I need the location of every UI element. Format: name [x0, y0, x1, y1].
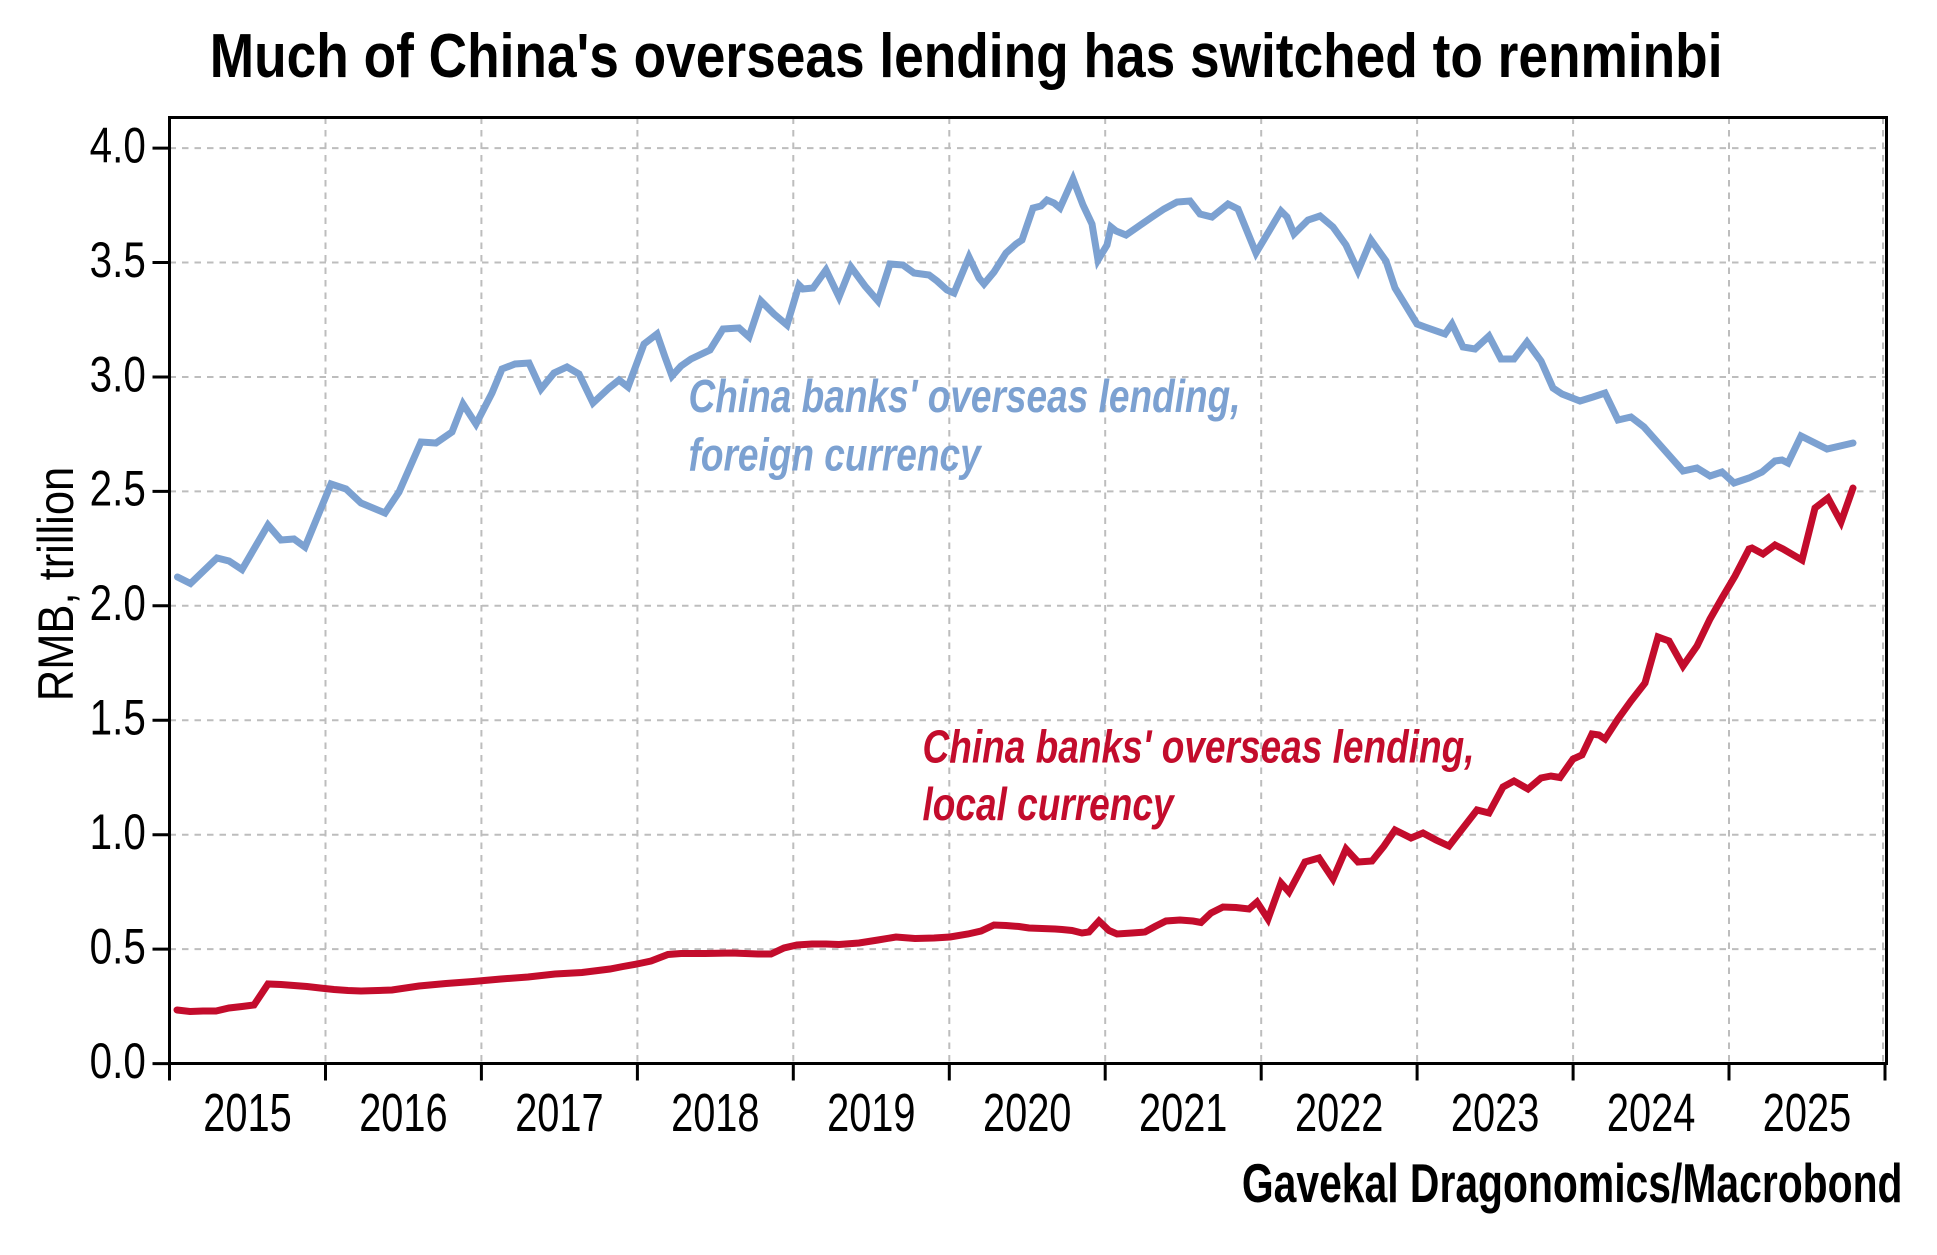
- svg-text:1.0: 1.0: [90, 804, 146, 860]
- svg-text:2016: 2016: [359, 1083, 447, 1143]
- svg-text:2019: 2019: [827, 1083, 915, 1143]
- svg-text:foreign currency: foreign currency: [689, 429, 983, 481]
- svg-text:2022: 2022: [1295, 1083, 1383, 1143]
- svg-text:1.5: 1.5: [90, 689, 146, 745]
- svg-text:2018: 2018: [671, 1083, 759, 1143]
- svg-text:2.0: 2.0: [90, 575, 146, 631]
- svg-text:local currency: local currency: [923, 778, 1176, 830]
- svg-text:0.5: 0.5: [90, 918, 146, 974]
- svg-text:2025: 2025: [1763, 1083, 1851, 1143]
- svg-text:4.0: 4.0: [90, 117, 146, 173]
- svg-text:Gavekal Dragonomics/Macrobond: Gavekal Dragonomics/Macrobond: [1242, 1153, 1903, 1214]
- svg-text:3.0: 3.0: [90, 346, 146, 402]
- svg-text:2015: 2015: [203, 1083, 291, 1143]
- svg-text:0.0: 0.0: [90, 1033, 146, 1089]
- svg-text:2017: 2017: [515, 1083, 603, 1143]
- svg-text:RMB, trillion: RMB, trillion: [28, 467, 83, 701]
- svg-text:2.5: 2.5: [90, 461, 146, 517]
- svg-text:2020: 2020: [983, 1083, 1071, 1143]
- svg-text:2021: 2021: [1139, 1083, 1227, 1143]
- svg-text:China banks' overseas lending,: China banks' overseas lending,: [923, 721, 1475, 773]
- svg-text:3.5: 3.5: [90, 232, 146, 288]
- svg-text:2024: 2024: [1607, 1083, 1695, 1143]
- svg-text:Much of China's overseas lendi: Much of China's overseas lending has swi…: [210, 22, 1723, 91]
- svg-text:China banks' overseas lending,: China banks' overseas lending,: [689, 370, 1241, 422]
- svg-text:2023: 2023: [1451, 1083, 1539, 1143]
